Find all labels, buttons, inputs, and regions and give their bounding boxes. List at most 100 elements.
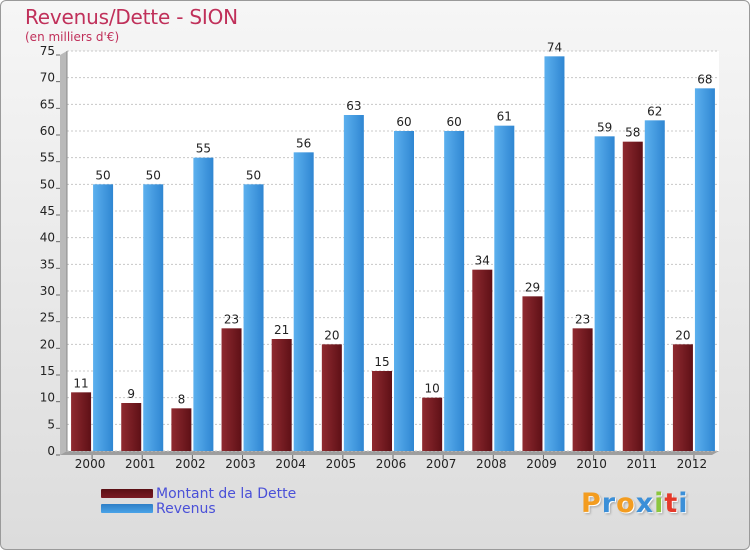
logo-letter: x bbox=[635, 488, 655, 519]
bar-dette bbox=[572, 328, 593, 451]
bar-dette-label: 15 bbox=[374, 355, 389, 369]
bar-dette-label: 58 bbox=[625, 126, 640, 140]
logo-letter: o bbox=[616, 488, 636, 519]
x-tick-label: 2001 bbox=[125, 457, 156, 471]
bar-dette bbox=[422, 397, 443, 451]
bar-dette bbox=[372, 371, 392, 451]
y-tick-label: 10 bbox=[40, 391, 55, 405]
bar-dette-label: 29 bbox=[525, 280, 540, 294]
bar-revenus bbox=[494, 125, 515, 452]
y-tick-label: 75 bbox=[40, 44, 55, 58]
proxiti-logo: Proxiti bbox=[581, 488, 689, 519]
bar-dette bbox=[321, 344, 342, 451]
bar-revenus bbox=[343, 115, 364, 451]
x-tick-label: 2002 bbox=[175, 457, 206, 471]
legend-swatch-revenus bbox=[101, 504, 153, 513]
x-tick-label: 2007 bbox=[426, 457, 457, 471]
plot-side-wall bbox=[60, 51, 67, 455]
y-tick-label: 35 bbox=[40, 257, 55, 271]
logo-letter: r bbox=[601, 488, 617, 519]
bar-revenus-label: 55 bbox=[196, 142, 211, 156]
bar-dette bbox=[672, 344, 693, 451]
x-tick-label: 2003 bbox=[225, 457, 256, 471]
bar-revenus-label: 68 bbox=[697, 72, 712, 86]
y-tick-label: 20 bbox=[40, 337, 55, 351]
bar-dette-label: 20 bbox=[324, 328, 339, 342]
bar-dette-label: 8 bbox=[178, 392, 186, 406]
bar-revenus-label: 59 bbox=[597, 120, 612, 134]
x-tick-label: 2010 bbox=[576, 457, 607, 471]
bar-revenus bbox=[193, 157, 214, 451]
y-tick-label: 0 bbox=[47, 444, 55, 458]
bar-revenus-label: 74 bbox=[547, 40, 562, 54]
y-tick-label: 15 bbox=[40, 364, 55, 378]
bar-revenus-label: 56 bbox=[296, 136, 311, 150]
bar-dette bbox=[171, 408, 192, 451]
bar-dette bbox=[271, 339, 292, 451]
y-tick-label: 5 bbox=[47, 417, 55, 431]
bar-dette-label: 9 bbox=[127, 387, 135, 401]
legend-swatch-dette bbox=[101, 489, 153, 498]
bar-revenus bbox=[93, 184, 114, 452]
bar-revenus-label: 62 bbox=[647, 104, 662, 118]
bar-revenus bbox=[544, 56, 565, 451]
legend-label-dette: Montant de la Dette bbox=[156, 486, 297, 502]
x-tick-label: 2012 bbox=[677, 457, 708, 471]
bar-dette bbox=[522, 296, 543, 451]
logo-letter: P bbox=[581, 488, 602, 519]
bar-dette bbox=[472, 269, 493, 451]
y-tick-label: 55 bbox=[40, 151, 55, 165]
x-tick-label: 2009 bbox=[526, 457, 557, 471]
bar-revenus bbox=[143, 184, 164, 452]
bar-dette bbox=[71, 392, 92, 451]
x-tick-label: 2005 bbox=[326, 457, 357, 471]
y-tick-label: 50 bbox=[40, 177, 55, 191]
bar-revenus bbox=[243, 184, 264, 452]
y-tick-label: 60 bbox=[40, 124, 55, 138]
bar-dette bbox=[622, 141, 643, 451]
x-tick-label: 2004 bbox=[275, 457, 306, 471]
bar-revenus-label: 50 bbox=[246, 168, 261, 182]
plot-area bbox=[67, 51, 719, 451]
bar-dette-label: 21 bbox=[274, 323, 289, 337]
bar-revenus bbox=[394, 131, 414, 451]
bar-revenus-label: 61 bbox=[497, 110, 512, 124]
logo-letter: i bbox=[678, 488, 689, 519]
bar-revenus bbox=[694, 88, 715, 451]
bar-dette bbox=[121, 403, 142, 451]
x-tick-label: 2006 bbox=[376, 457, 407, 471]
x-tick-label: 2011 bbox=[626, 457, 657, 471]
bar-revenus-label: 50 bbox=[95, 168, 110, 182]
bar-dette bbox=[221, 328, 242, 451]
y-tick-label: 25 bbox=[40, 311, 55, 325]
bar-dette-label: 11 bbox=[73, 376, 88, 390]
bar-dette-label: 20 bbox=[675, 328, 690, 342]
bar-dette-label: 10 bbox=[425, 382, 440, 396]
bar-revenus bbox=[293, 152, 314, 452]
legend-label-revenus: Revenus bbox=[156, 501, 216, 517]
bar-revenus bbox=[644, 120, 665, 451]
y-tick-label: 40 bbox=[40, 231, 55, 245]
y-tick-label: 30 bbox=[40, 284, 55, 298]
y-tick-label: 70 bbox=[40, 71, 55, 85]
chart-title: Revenus/Dette - SION bbox=[25, 5, 238, 29]
bar-dette-label: 23 bbox=[575, 312, 590, 326]
plot-floor bbox=[60, 451, 719, 455]
x-tick-label: 2008 bbox=[476, 457, 507, 471]
chart-subtitle: (en milliers d'€) bbox=[25, 30, 120, 44]
y-tick-label: 65 bbox=[40, 97, 55, 111]
logo-letter: t bbox=[664, 488, 679, 519]
bar-revenus-label: 50 bbox=[146, 168, 161, 182]
bar-revenus-label: 60 bbox=[396, 115, 411, 129]
logo-letter: i bbox=[654, 488, 665, 519]
y-tick-label: 45 bbox=[40, 204, 55, 218]
bar-revenus bbox=[594, 136, 615, 452]
x-tick-label: 2000 bbox=[75, 457, 106, 471]
bar-dette-label: 23 bbox=[224, 312, 239, 326]
bar-revenus-label: 60 bbox=[447, 115, 462, 129]
bar-revenus-label: 63 bbox=[346, 99, 361, 113]
bar-dette-label: 34 bbox=[475, 254, 490, 268]
bar-revenus bbox=[444, 131, 465, 451]
